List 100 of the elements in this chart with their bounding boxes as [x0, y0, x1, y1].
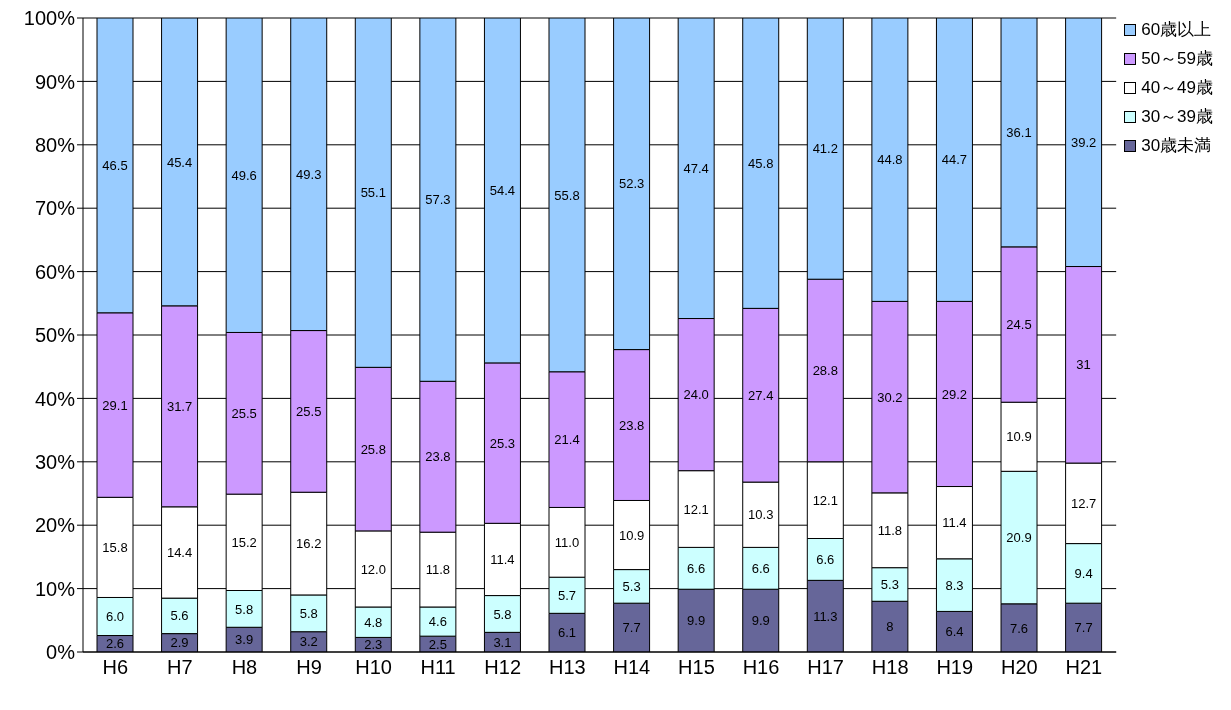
legend-label: 40～49歳 — [1141, 77, 1213, 99]
data-label: 6.6 — [687, 560, 706, 576]
y-tick-label: 100% — [23, 7, 76, 30]
data-label: 6.4 — [945, 624, 964, 640]
data-label: 8 — [886, 619, 894, 635]
legend-label: 60歳以上 — [1141, 19, 1212, 41]
y-tick-label: 70% — [34, 197, 76, 220]
data-label: 5.3 — [622, 579, 641, 594]
data-label: 49.3 — [296, 166, 322, 182]
data-label: 7.6 — [1009, 620, 1029, 636]
data-label: 10.9 — [618, 527, 645, 543]
data-label: 14.4 — [166, 545, 193, 561]
y-tick-label: 10% — [34, 577, 76, 600]
data-label: 11.4 — [942, 515, 967, 531]
data-label: 7.7 — [1074, 620, 1093, 636]
data-label: 29.1 — [102, 397, 128, 413]
data-label: 27.4 — [748, 387, 774, 403]
data-label: 11.3 — [813, 608, 838, 624]
data-label: 25.3 — [489, 435, 516, 451]
data-label: 5.8 — [299, 605, 318, 621]
y-tick-label: 80% — [34, 133, 76, 156]
x-tick-label: H8 — [231, 656, 258, 679]
x-tick-label: H10 — [355, 656, 392, 679]
data-label: 5.7 — [557, 587, 577, 603]
data-label: 55.8 — [554, 187, 580, 203]
data-label: 11.8 — [877, 522, 903, 538]
data-label: 30.2 — [877, 389, 903, 405]
data-label: 2.6 — [105, 636, 125, 652]
x-tick-label: H17 — [807, 656, 844, 679]
data-label: 3.1 — [493, 634, 512, 650]
legend-label: 30歳未満 — [1141, 135, 1212, 157]
data-label: 3.9 — [235, 632, 254, 648]
data-label: 2.5 — [428, 636, 447, 652]
data-label: 45.4 — [166, 154, 193, 170]
data-label: 20.9 — [1006, 530, 1032, 546]
data-label: 2.3 — [364, 637, 383, 653]
x-tick-label: H20 — [1000, 656, 1038, 679]
x-tick-label: H11 — [420, 656, 456, 679]
data-label: 47.4 — [683, 160, 709, 176]
legend-label: 30～39歳 — [1141, 106, 1213, 128]
data-label: 23.8 — [618, 417, 645, 433]
data-label: 2.9 — [170, 635, 189, 651]
data-label: 16.2 — [296, 536, 322, 552]
data-label: 7.7 — [622, 620, 641, 636]
data-label: 11.8 — [425, 562, 451, 578]
data-label: 9.9 — [687, 613, 706, 629]
data-label: 31.7 — [166, 398, 193, 414]
data-label: 10.9 — [1006, 429, 1032, 445]
data-label: 12.1 — [683, 501, 709, 517]
data-label: 15.2 — [231, 534, 257, 550]
x-tick-label: H6 — [102, 656, 129, 679]
data-label: 39.2 — [1070, 134, 1097, 150]
data-label: 24.0 — [683, 387, 709, 403]
data-label: 31 — [1076, 357, 1091, 373]
x-tick-label: H12 — [484, 656, 522, 679]
x-tick-label: H14 — [613, 656, 651, 679]
x-tick-label: H13 — [548, 656, 586, 679]
data-label: 12.7 — [1070, 495, 1097, 511]
y-tick-label: 60% — [34, 260, 76, 283]
data-label: 28.8 — [812, 363, 838, 379]
data-label: 5.8 — [235, 601, 254, 617]
data-label: 23.8 — [425, 449, 451, 465]
data-label: 8.3 — [945, 577, 964, 593]
data-label: 9.4 — [1074, 566, 1093, 581]
data-label: 25.5 — [296, 404, 322, 420]
x-tick-label: H9 — [296, 656, 322, 679]
data-label: 44.7 — [941, 152, 968, 168]
data-label: 24.5 — [1006, 317, 1032, 333]
data-label: 45.8 — [748, 155, 774, 171]
data-label: 44.8 — [877, 152, 903, 168]
data-label: 36.1 — [1006, 125, 1032, 141]
data-label: 9.9 — [751, 613, 770, 629]
data-label: 12.1 — [812, 492, 838, 508]
data-label: 41.2 — [812, 141, 838, 157]
x-tick-label: H18 — [871, 656, 909, 679]
data-label: 6.0 — [105, 609, 125, 625]
data-label: 5.8 — [493, 606, 512, 622]
data-label: 6.6 — [816, 552, 835, 568]
x-tick-label: H21 — [1065, 656, 1103, 679]
data-label: 4.6 — [428, 614, 447, 630]
legend-label: 50～59歳 — [1141, 48, 1213, 70]
data-label: 21.4 — [554, 432, 580, 448]
data-label: 46.5 — [102, 158, 128, 174]
data-label: 52.3 — [618, 176, 645, 192]
x-tick-label: H7 — [167, 656, 193, 679]
data-label: 49.6 — [231, 167, 257, 183]
y-tick-label: 50% — [34, 324, 76, 347]
data-label: 6.1 — [557, 625, 577, 641]
data-label: 10.3 — [748, 507, 774, 523]
data-label: 5.6 — [170, 608, 189, 624]
data-label: 12.0 — [360, 561, 386, 577]
data-label: 15.8 — [102, 540, 128, 556]
data-label: 29.2 — [941, 386, 968, 402]
data-label: 5.3 — [880, 577, 899, 593]
y-tick-label: 40% — [34, 387, 76, 410]
data-label: 25.5 — [231, 405, 257, 421]
data-label: 6.6 — [751, 560, 770, 576]
data-label: 54.4 — [489, 183, 516, 199]
y-tick-label: 20% — [34, 514, 76, 537]
data-label: 11.0 — [554, 534, 580, 550]
